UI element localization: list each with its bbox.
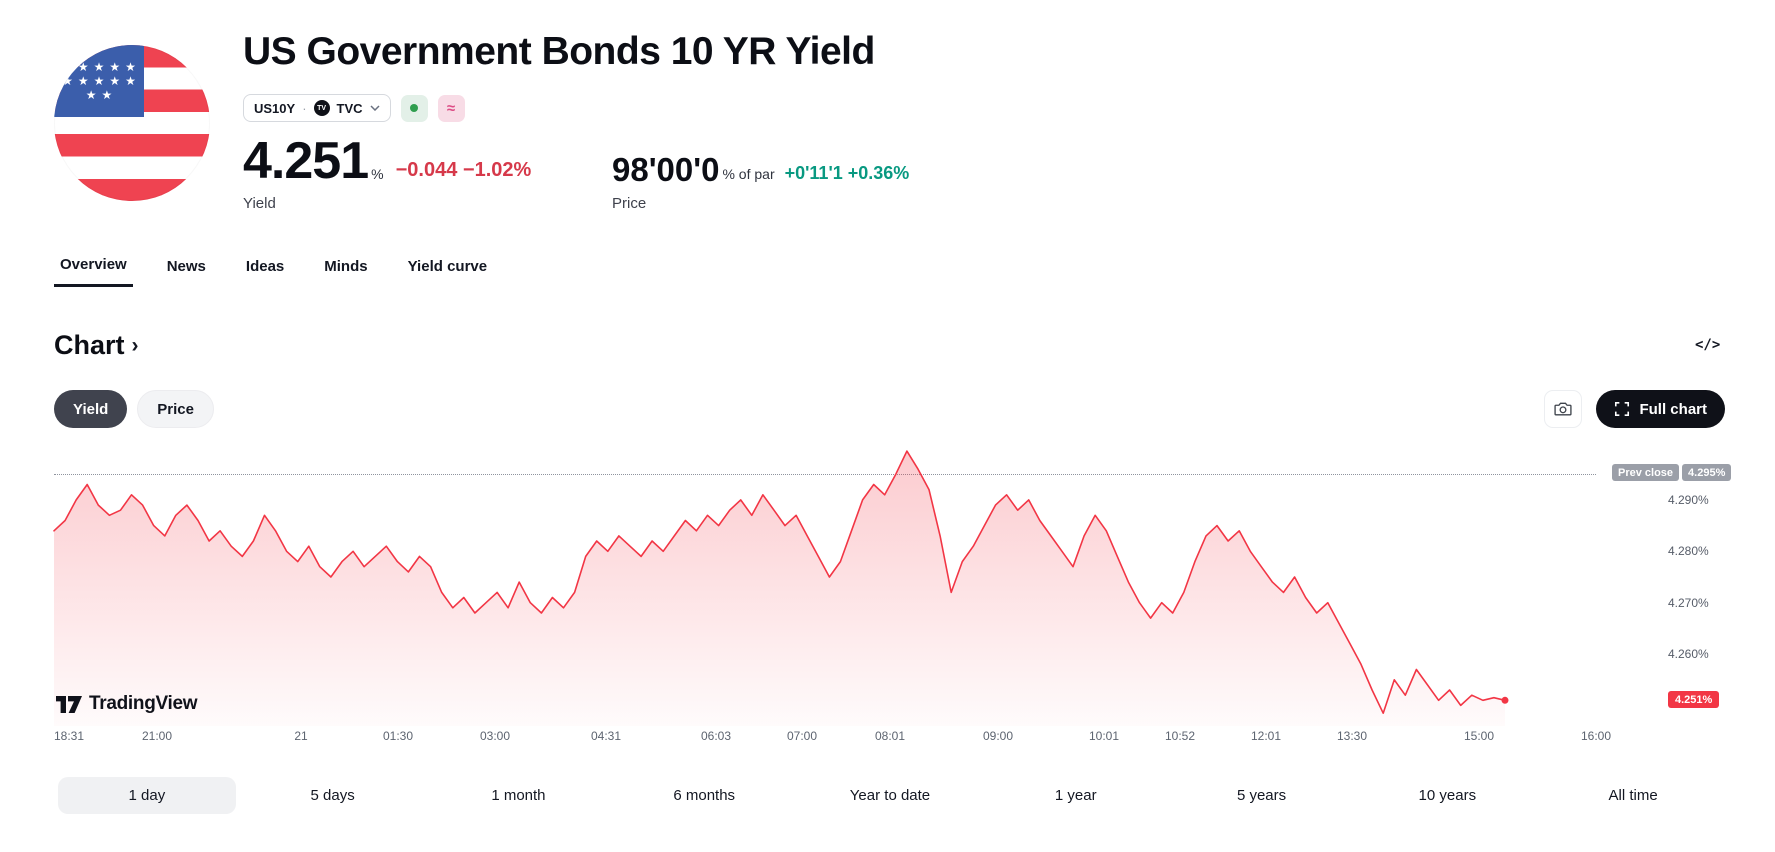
y-axis-label: 4.280% bbox=[1668, 544, 1709, 558]
fullscreen-icon bbox=[1615, 401, 1630, 417]
x-axis-label: 06:03 bbox=[700, 729, 732, 743]
x-axis-label: 15:00 bbox=[1463, 729, 1495, 743]
yield-curve-badge[interactable]: ≈ bbox=[437, 94, 465, 122]
snapshot-camera-button[interactable] bbox=[1544, 390, 1583, 428]
chart-section-head[interactable]: Chart › bbox=[54, 330, 139, 361]
tab-yield-curve[interactable]: Yield curve bbox=[402, 255, 493, 287]
tradingview-logo-icon bbox=[56, 695, 82, 713]
prev-close-line bbox=[54, 474, 1596, 475]
yield-value: 4.251 bbox=[243, 132, 369, 190]
yield-label: Yield bbox=[243, 194, 276, 212]
chart-area-fill bbox=[54, 451, 1505, 726]
x-axis-label: 12:01 bbox=[1250, 729, 1282, 743]
range-all-time[interactable]: All time bbox=[1544, 777, 1722, 814]
x-axis-label: 07:00 bbox=[786, 729, 818, 743]
price-change: +0'11'1 +0.36% bbox=[784, 162, 910, 183]
market-open-dot-icon bbox=[410, 104, 419, 112]
code-icon[interactable]: </> bbox=[1695, 337, 1721, 353]
y-axis-label: 4.260% bbox=[1668, 647, 1709, 661]
tab-bar: Overview News Ideas Minds Yield curve bbox=[54, 255, 1721, 287]
range-5-days[interactable]: 5 days bbox=[244, 777, 422, 814]
y-axis-label: 4.290% bbox=[1668, 493, 1709, 507]
range-10-years[interactable]: 10 years bbox=[1358, 777, 1536, 814]
price-toggle-button[interactable]: Price bbox=[137, 390, 214, 428]
symbol-code: US10Y bbox=[254, 100, 296, 116]
x-axis-label: 08:01 bbox=[874, 729, 906, 743]
x-axis-label: 21 bbox=[294, 729, 308, 743]
us-flag-logo: ★ ★ ★ ★ ★ ★ ★ ★ ★ ★ ★ ★ bbox=[54, 45, 210, 201]
page-title: US Government Bonds 10 YR Yield bbox=[243, 30, 875, 73]
range-1-day[interactable]: 1 day bbox=[57, 777, 236, 814]
separator: · bbox=[302, 100, 307, 116]
full-chart-button[interactable]: Full chart bbox=[1596, 390, 1725, 428]
market-status-badge[interactable] bbox=[400, 94, 428, 122]
range-6-months[interactable]: 6 months bbox=[615, 777, 793, 814]
prev-close-label: Prev close 4.295% bbox=[1612, 464, 1732, 481]
x-axis-label: 21:00 bbox=[141, 729, 173, 743]
camera-icon bbox=[1554, 402, 1573, 416]
range-year-to-date[interactable]: Year to date bbox=[801, 777, 979, 814]
range-5-years[interactable]: 5 years bbox=[1173, 777, 1351, 814]
tab-minds[interactable]: Minds bbox=[318, 255, 373, 287]
y-axis-label: 4.270% bbox=[1668, 596, 1709, 610]
x-axis-label: 09:00 bbox=[982, 729, 1014, 743]
stats-row: 4.251 % −0.044 −1.02% Yield 98'00'0 % of… bbox=[243, 132, 910, 212]
price-unit: % of par bbox=[722, 165, 775, 182]
x-axis-label: 03:00 bbox=[479, 729, 511, 743]
symbol-switcher[interactable]: US10Y · TV TVC bbox=[243, 94, 391, 122]
current-value-badge[interactable]: 4.251% bbox=[1668, 691, 1720, 708]
x-axis-label: 16:00 bbox=[1580, 729, 1612, 743]
range-1-month[interactable]: 1 month bbox=[429, 777, 607, 814]
exchange-logo-icon: TV bbox=[313, 100, 330, 116]
price-label: Price bbox=[612, 194, 647, 212]
x-axis-label: 01:30 bbox=[382, 729, 414, 743]
yield-area-chart[interactable] bbox=[53, 447, 1596, 726]
x-axis-label: 10:01 bbox=[1088, 729, 1120, 743]
symbol-row: US10Y · TV TVC ≈ bbox=[243, 94, 465, 122]
x-axis: 18:31 21:00 21 01:30 03:00 04:31 06:03 07:00 08:… bbox=[53, 729, 1611, 745]
x-axis-label: 04:31 bbox=[590, 729, 622, 743]
range-selector: 1 day 5 days 1 month 6 months Year to date 1 … bbox=[54, 777, 1726, 814]
yield-toggle-button[interactable]: Yield bbox=[54, 390, 128, 428]
chevron-down-icon bbox=[370, 105, 380, 111]
last-price-dot bbox=[1501, 696, 1509, 704]
exchange-name: TVC bbox=[336, 100, 363, 116]
tab-ideas[interactable]: Ideas bbox=[240, 255, 290, 287]
tab-news[interactable]: News bbox=[161, 255, 212, 287]
chart-line bbox=[53, 450, 1506, 714]
x-axis-label: 10:52 bbox=[1164, 729, 1196, 743]
chart-toolbar: Yield Price Full chart bbox=[54, 390, 1725, 428]
yield-unit: % bbox=[371, 165, 384, 182]
x-axis-label: 18:31 bbox=[53, 729, 85, 743]
chevron-right-icon: › bbox=[131, 333, 139, 357]
price-value: 98'00'0 bbox=[612, 151, 720, 189]
range-1-year[interactable]: 1 year bbox=[987, 777, 1165, 814]
flag-canton: ★ ★ ★ ★ ★ ★ ★ ★ ★ ★ ★ ★ bbox=[54, 45, 144, 117]
tradingview-watermark[interactable]: TradingView bbox=[56, 693, 198, 715]
section-title: Chart bbox=[54, 330, 125, 360]
x-axis-label: 13:30 bbox=[1336, 729, 1368, 743]
yield-change: −0.044 −1.02% bbox=[395, 158, 532, 181]
tab-overview[interactable]: Overview bbox=[54, 255, 133, 287]
price-stat: 98'00'0 % of par +0'11'1 +0.36% Price bbox=[612, 151, 910, 212]
yield-stat: 4.251 % −0.044 −1.02% Yield bbox=[243, 132, 612, 212]
